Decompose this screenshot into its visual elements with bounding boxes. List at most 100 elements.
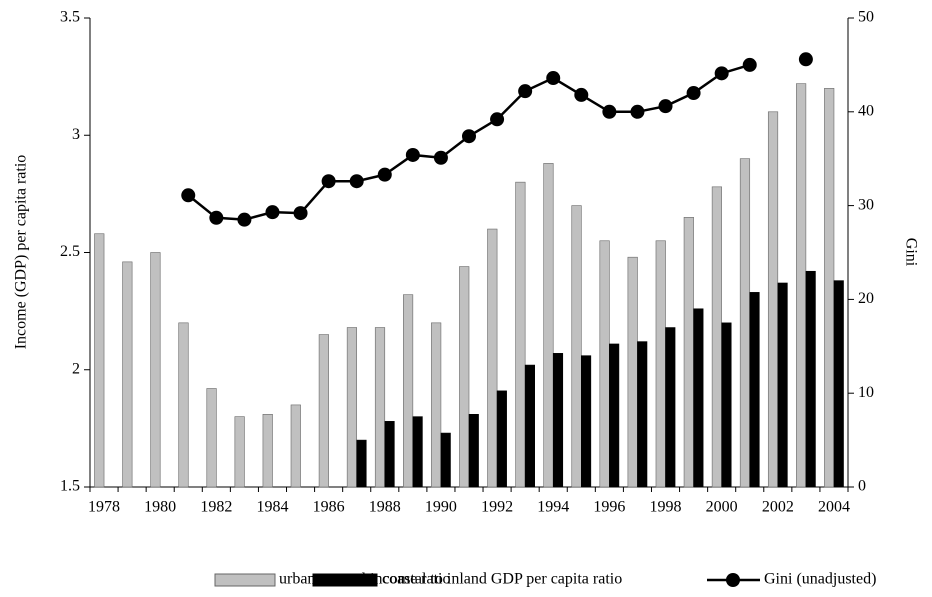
bar: [94, 233, 105, 488]
bar: [721, 322, 732, 488]
bar: [524, 364, 535, 488]
legend-swatch: [312, 573, 378, 587]
x-tick-label: 1990: [425, 499, 457, 516]
line-marker: [798, 52, 813, 67]
bar: [824, 88, 835, 488]
bar: [796, 83, 807, 488]
bar: [609, 343, 620, 488]
x-tick-label: 2000: [706, 499, 738, 516]
line-marker: [742, 57, 757, 72]
line-marker: [405, 147, 420, 162]
line-marker: [686, 86, 701, 101]
x-tick-label: 1978: [88, 499, 120, 516]
bar: [665, 327, 676, 488]
bar: [637, 341, 648, 488]
x-tick-label: 2004: [818, 499, 850, 516]
line-marker: [546, 71, 561, 86]
y-tick-label: 1.5: [60, 478, 80, 495]
bar: [599, 240, 610, 488]
line-marker: [209, 210, 224, 225]
line-marker: [630, 104, 645, 119]
line-marker: [602, 104, 617, 119]
x-tick-label: 1988: [369, 499, 401, 516]
bar: [655, 240, 666, 488]
line-marker: [265, 205, 280, 220]
x-tick-label: 1996: [593, 499, 625, 516]
bar: [833, 280, 844, 488]
y-axis-label: Income (GDP) per capita ratio: [13, 155, 30, 350]
bar: [487, 228, 498, 488]
x-tick-label: 2002: [762, 499, 794, 516]
y2-tick-label: 50: [858, 9, 874, 26]
bar: [262, 414, 273, 488]
bar: [356, 439, 367, 488]
bar: [206, 388, 217, 488]
x-tick-label: 1992: [481, 499, 513, 516]
bar: [318, 334, 329, 488]
x-tick-label: 1984: [256, 499, 288, 516]
bar: [431, 322, 442, 488]
bar: [496, 390, 507, 488]
bar: [627, 256, 638, 488]
bar: [515, 181, 526, 488]
bar: [234, 416, 245, 488]
bar: [571, 205, 582, 488]
y2-axis-label: Gini: [902, 238, 919, 267]
bar: [346, 327, 358, 488]
bar: [543, 163, 554, 488]
y-tick-label: 3.5: [60, 9, 80, 26]
x-tick-label: 1998: [650, 499, 682, 516]
line-marker: [237, 212, 252, 227]
bar: [711, 186, 722, 488]
bar: [580, 355, 592, 488]
y2-tick-label: 30: [858, 196, 874, 213]
bar: [384, 421, 395, 488]
line-marker: [462, 129, 476, 144]
bar: [749, 292, 760, 488]
bar: [767, 111, 779, 488]
y2-tick-label: 10: [858, 384, 874, 401]
x-tick-label: 1982: [200, 499, 232, 516]
line-marker: [377, 167, 392, 182]
x-tick-label: 1986: [313, 499, 345, 516]
line-marker: [349, 174, 364, 189]
bar: [805, 270, 816, 488]
bar: [693, 308, 704, 488]
line-marker: [433, 150, 448, 165]
bar: [374, 327, 386, 488]
line-marker: [714, 66, 729, 81]
bar: [122, 261, 133, 488]
line-marker: [490, 112, 505, 127]
line-marker: [574, 87, 589, 102]
bar: [290, 404, 301, 488]
legend-swatch: [214, 573, 276, 587]
bar: [440, 432, 451, 488]
bar: [468, 414, 479, 488]
line-marker: [181, 188, 196, 203]
bar: [412, 416, 423, 488]
bar: [739, 158, 751, 488]
y2-tick-label: 0: [858, 478, 866, 495]
y-tick-label: 3: [72, 126, 80, 143]
line-marker: [293, 206, 308, 221]
bar: [459, 266, 470, 488]
line-marker: [518, 84, 533, 99]
bar: [150, 252, 161, 488]
bar: [403, 294, 414, 488]
bar: [178, 322, 189, 488]
y-tick-label: 2.5: [60, 243, 80, 260]
y2-tick-label: 40: [858, 102, 874, 119]
line-marker: [658, 99, 673, 114]
bar: [777, 282, 788, 488]
legend-label: coastal to inland GDP per capita ratio: [382, 571, 622, 588]
legend-label: Gini (unadjusted): [764, 571, 876, 588]
bar: [552, 353, 564, 488]
bar: [683, 217, 694, 488]
legend-marker: [726, 573, 740, 587]
x-tick-label: 1994: [537, 499, 569, 516]
y2-tick-label: 20: [858, 290, 874, 307]
y-tick-label: 2: [72, 360, 80, 377]
line-marker: [321, 174, 336, 189]
x-tick-label: 1980: [144, 499, 176, 516]
